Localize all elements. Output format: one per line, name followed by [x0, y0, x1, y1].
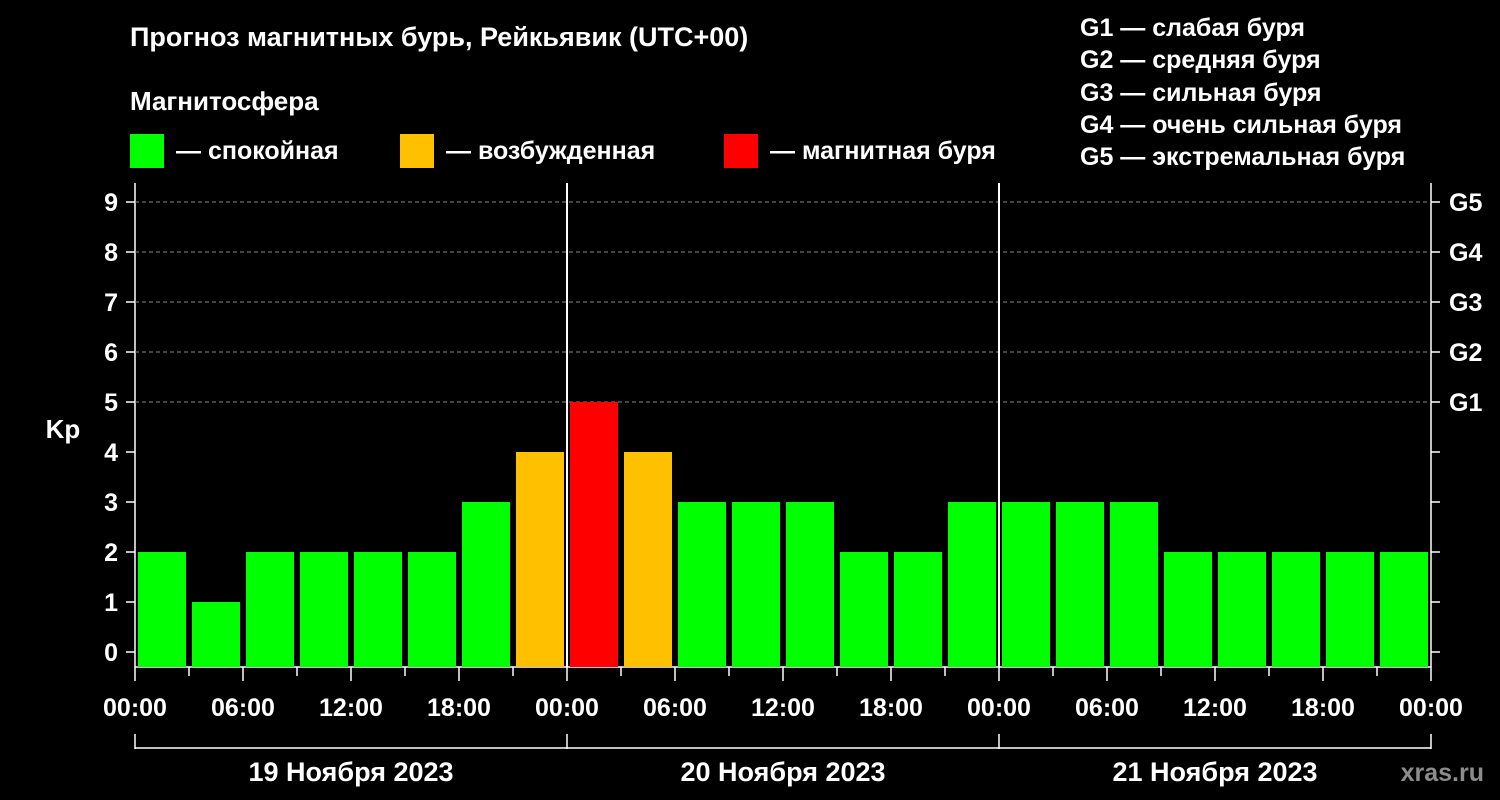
x-tick-label: 00:00: [535, 694, 599, 722]
kp-bar: [1272, 552, 1320, 667]
legend-heading: Магнитосфера: [130, 86, 319, 116]
y-tick-label: 9: [104, 189, 118, 217]
kp-bar: [1164, 552, 1212, 667]
x-tick-label: 06:00: [643, 694, 707, 722]
day-label: 19 Ноября 2023: [248, 757, 453, 787]
kp-bar: [1326, 552, 1374, 667]
g-scale-g1: G1 — слабая буря: [1080, 14, 1306, 42]
legend-label-active: — возбужденная: [446, 136, 656, 165]
g-scale-g2: G2 — средняя буря: [1080, 46, 1321, 74]
y-tick-label: 8: [104, 239, 118, 267]
y-tick-label: 0: [104, 639, 118, 667]
day-label: 20 Ноября 2023: [680, 757, 885, 787]
kp-bar: [1218, 552, 1266, 667]
kp-bar: [570, 402, 618, 667]
legend-label-quiet: — спокойная: [176, 136, 339, 165]
kp-bar: [786, 502, 834, 667]
g-axis-label: G4: [1449, 239, 1482, 267]
kp-bar: [1380, 552, 1428, 667]
y-tick-label: 7: [104, 289, 118, 317]
kp-bar: [408, 552, 456, 667]
x-tick-label: 18:00: [1291, 694, 1355, 722]
kp-bar: [624, 452, 672, 667]
kp-bar: [1056, 502, 1104, 667]
x-tick-label: 06:00: [211, 694, 275, 722]
x-tick-label: 00:00: [1399, 694, 1463, 722]
g-scale-g3: G3 — сильная буря: [1080, 79, 1322, 107]
y-axis-label: Kp: [46, 414, 81, 444]
kp-bar: [516, 452, 564, 667]
x-tick-label: 00:00: [103, 694, 167, 722]
g-axis-label: G1: [1449, 389, 1482, 417]
y-tick-label: 1: [104, 589, 118, 617]
kp-bar: [138, 552, 186, 667]
g-scale-g4: G4 — очень сильная буря: [1080, 111, 1402, 139]
legend-item-storm: — магнитная буря: [724, 134, 996, 168]
x-tick-label: 18:00: [859, 694, 923, 722]
kp-bar: [1002, 502, 1050, 667]
kp-bar: [948, 502, 996, 667]
g-axis-label: G2: [1449, 339, 1482, 367]
kp-bar: [192, 602, 240, 667]
x-tick-label: 06:00: [1075, 694, 1139, 722]
chart-title: Прогноз магнитных бурь, Рейкьявик (UTC+0…: [130, 22, 749, 52]
day-label: 21 Ноября 2023: [1112, 757, 1317, 787]
legend-label-storm: — магнитная буря: [770, 136, 996, 165]
kp-bar: [1110, 502, 1158, 667]
kp-bar: [300, 552, 348, 667]
legend-swatch-quiet: [130, 134, 164, 168]
x-tick-label: 12:00: [319, 694, 383, 722]
legend-swatch-active: [400, 134, 434, 168]
y-tick-label: 2: [104, 539, 118, 567]
x-tick-label: 12:00: [751, 694, 815, 722]
g-axis-label: G5: [1449, 189, 1482, 217]
kp-bar: [894, 552, 942, 667]
kp-bar: [732, 502, 780, 667]
y-tick-label: 4: [104, 439, 118, 467]
y-tick-label: 5: [104, 389, 118, 417]
kp-bar: [462, 502, 510, 667]
watermark: xras.ru: [1401, 759, 1484, 787]
kp-bar: [354, 552, 402, 667]
kp-bar: [246, 552, 294, 667]
kp-bar: [678, 502, 726, 667]
legend-swatch-storm: [724, 134, 758, 168]
y-tick-label: 3: [104, 489, 118, 517]
x-tick-label: 18:00: [427, 694, 491, 722]
g-axis-label: G3: [1449, 289, 1482, 317]
y-tick-label: 6: [104, 339, 118, 367]
kp-bar: [840, 552, 888, 667]
g-scale-g5: G5 — экстремальная буря: [1080, 143, 1406, 171]
legend-item-active: — возбужденная: [400, 134, 655, 168]
x-tick-label: 12:00: [1183, 694, 1247, 722]
legend-item-quiet: — спокойная: [130, 134, 339, 168]
x-tick-label: 00:00: [967, 694, 1031, 722]
